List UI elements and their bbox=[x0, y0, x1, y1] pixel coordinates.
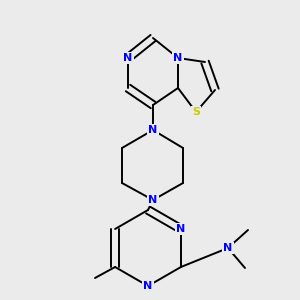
Text: N: N bbox=[143, 281, 153, 291]
Text: N: N bbox=[176, 224, 185, 234]
Text: N: N bbox=[173, 53, 183, 63]
Text: N: N bbox=[224, 243, 232, 253]
Text: N: N bbox=[148, 125, 158, 135]
Text: N: N bbox=[123, 53, 133, 63]
Text: S: S bbox=[192, 107, 200, 117]
Text: N: N bbox=[148, 195, 158, 205]
